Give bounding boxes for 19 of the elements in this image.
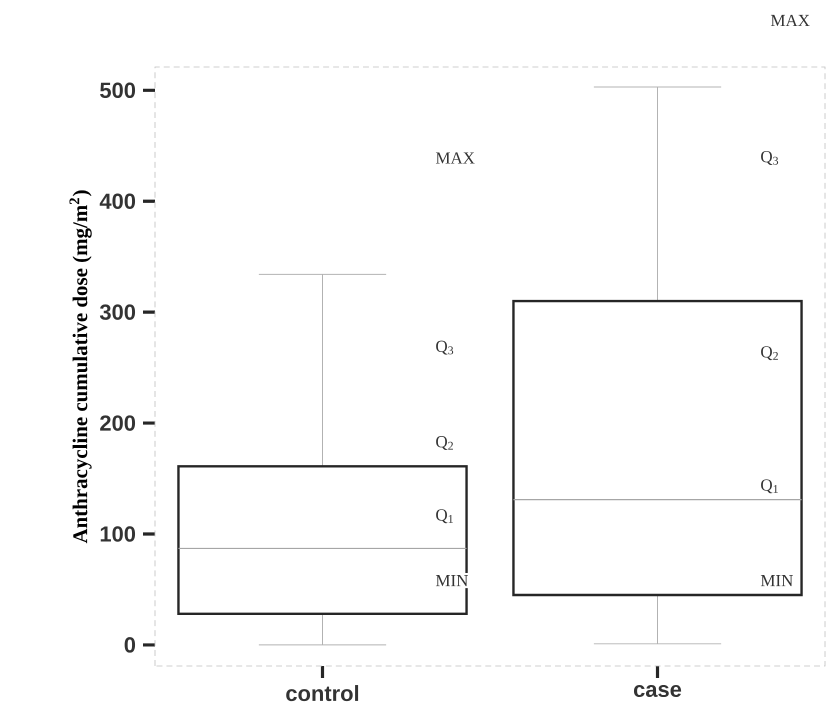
annotation: Q$_{3}$ [761, 150, 778, 165]
y-tick-label: 100 [100, 526, 136, 542]
annotation: MIN [436, 575, 468, 586]
y-tick-label: 0 [124, 637, 136, 653]
annotation: Q$_{3}$ [436, 340, 454, 355]
text: MAX [770, 14, 810, 26]
y-tick-label: 400 [100, 193, 136, 209]
x-tick-label: control [286, 685, 358, 702]
x-tick-label: case [634, 685, 682, 698]
y-tick-label: 300 [100, 304, 136, 320]
annotation: Q$_{1}$ [436, 509, 453, 524]
y-tick-label: 500 [100, 82, 136, 98]
annotation: Q$_{1}$ [761, 479, 778, 494]
y-axis-title: Anthracycline cumulative dose (mg/m$^{2}$) [69, 190, 92, 544]
annotation: Q$_{2}$ [436, 436, 453, 450]
annotation: MIN [760, 575, 793, 586]
annotation: Q$_{2}$ [761, 346, 778, 360]
y-tick-label: 200 [100, 415, 136, 431]
annotation: MAX [436, 152, 475, 164]
